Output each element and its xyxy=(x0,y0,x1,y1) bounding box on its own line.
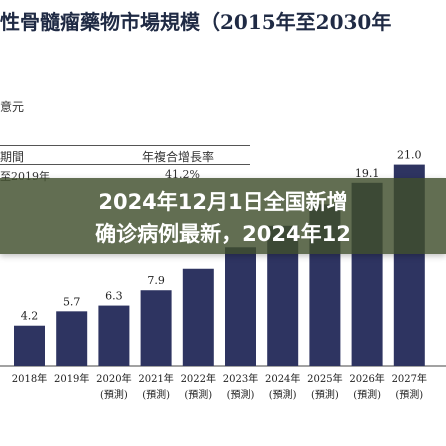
category-label: 2027年 xyxy=(392,372,427,385)
bar xyxy=(140,290,172,366)
table-row-cagr: 41.2% xyxy=(165,168,200,181)
category-label: 2023年 xyxy=(223,372,258,385)
headline-line-2: 确诊病例最新，2024年12 xyxy=(95,222,351,246)
category-label: 2018年 xyxy=(12,372,47,385)
unit-label: 意元 xyxy=(0,100,25,114)
bar xyxy=(14,325,45,366)
bar-value-label: 6.3 xyxy=(105,290,123,303)
bar xyxy=(225,247,256,366)
forecast-label: (預測) xyxy=(269,388,297,401)
period-header: 期間 xyxy=(0,150,25,164)
category-label: 2025年 xyxy=(307,372,342,385)
bar xyxy=(56,311,88,366)
chart-title: 性骨髓瘤藥物市場規模（2015年至2030年 xyxy=(0,10,392,34)
bar-value-label: 21.0 xyxy=(397,149,422,162)
forecast-label: (預測) xyxy=(311,388,339,401)
header-rule xyxy=(0,145,250,146)
headline-banner: 2024年12月1日全国新增 确诊病例最新，2024年12 xyxy=(0,178,446,254)
bar-value-label: 4.2 xyxy=(21,310,39,323)
bar xyxy=(98,305,130,366)
category-label: 2021年 xyxy=(138,372,173,385)
cagr-header: 年複合增長率 xyxy=(142,150,215,164)
bar-value-label: 19.1 xyxy=(355,167,380,180)
header-underline xyxy=(0,164,250,165)
bar xyxy=(182,268,214,366)
category-label: 2020年 xyxy=(96,372,131,385)
forecast-label: (預測) xyxy=(395,388,423,401)
forecast-label: (預測) xyxy=(227,388,255,401)
bar-value-label: 5.7 xyxy=(63,295,81,308)
category-label: 2026年 xyxy=(349,372,384,385)
forecast-label: (預測) xyxy=(353,388,381,401)
bar-value-label: 7.9 xyxy=(147,274,165,287)
category-label: 2019年 xyxy=(54,372,89,385)
forecast-label: (預測) xyxy=(142,388,170,401)
category-label: 2024年 xyxy=(265,372,300,385)
category-label: 2022年 xyxy=(181,372,216,385)
forecast-label: (預測) xyxy=(184,388,212,401)
forecast-label: (預測) xyxy=(100,388,128,401)
headline-line-1: 2024年12月1日全国新增 xyxy=(98,190,348,214)
